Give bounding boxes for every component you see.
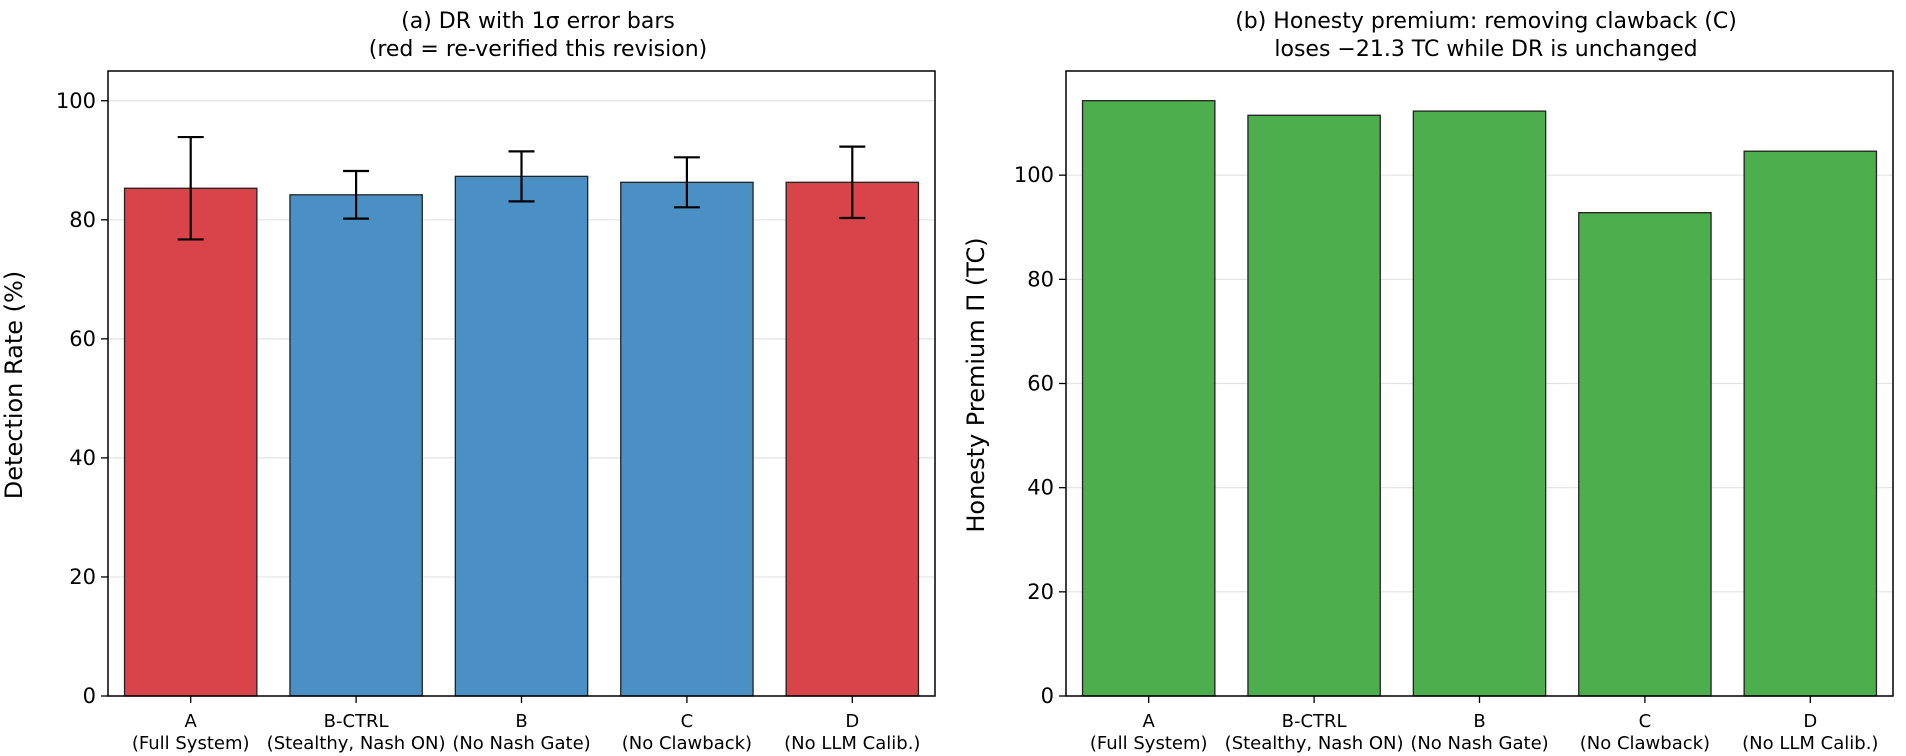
chart-b-x-tick-sublabel: (Full System): [1090, 733, 1208, 754]
chart-a-y-ticks: 0 20 40 60 80 100: [56, 89, 108, 708]
chart-b-bar: [1578, 212, 1712, 697]
chart-b-y-tick-label: 80: [1027, 267, 1054, 291]
chart-a-bars: [123, 175, 920, 697]
chart-a-y-tick-label: 80: [69, 208, 96, 232]
chart-a-bar: [123, 187, 258, 697]
chart-b-y-tick-label: 0: [1041, 684, 1054, 708]
chart-b-x-tick-sublabel: (No LLM Calib.): [1742, 733, 1878, 754]
chart-b-y-tick-label: 100: [1014, 163, 1054, 187]
chart-a-y-tick-label: 40: [69, 446, 96, 470]
chart-a-subtitle: (red = re-verified this revision): [369, 37, 708, 62]
chart-b-y-tick-label: 40: [1027, 476, 1054, 500]
chart-b-bar: [1412, 110, 1547, 697]
chart-b-x-tick-sublabel: (Stealthy, Nash ON): [1225, 733, 1404, 754]
chart-a-bar: [785, 181, 920, 697]
chart-b-x-ticks: A(Full System) B-CTRL(Stealthy, Nash ON) B…: [1090, 696, 1878, 754]
chart-b-y-axis-label: Honesty Premium Π (TC): [962, 237, 990, 532]
chart-a-x-tick-sublabel: (No Nash Gate): [452, 733, 590, 754]
chart-a-y-tick-label: 0: [83, 684, 96, 708]
chart-a-x-tick-label: C: [681, 711, 694, 732]
chart-b-subtitle: loses −21.3 TC while DR is unchanged: [1274, 37, 1697, 62]
chart-a-x-tick-label: A: [185, 711, 198, 732]
chart-a-x-tick-sublabel: (No Clawback): [622, 733, 752, 754]
chart-a-x-tick-label: B-CTRL: [324, 711, 389, 732]
chart-b-y-tick-label: 20: [1027, 580, 1054, 604]
chart-b-title: (b) Honesty premium: removing clawback (…: [1235, 9, 1737, 34]
chart-a-error-bar: [343, 169, 370, 220]
chart-a-y-tick-label: 60: [69, 327, 96, 351]
chart-a-x-tick-sublabel: (No LLM Calib.): [784, 733, 920, 754]
chart-a-x-tick-label: D: [845, 711, 859, 732]
chart-b-x-tick-sublabel: (No Nash Gate): [1410, 733, 1548, 754]
chart-b-y-tick-label: 60: [1027, 372, 1054, 396]
chart-a-bar: [289, 194, 423, 697]
chart-a-x-ticks: A(Full System) B-CTRL(Stealthy, Nash ON) B…: [132, 696, 920, 754]
chart-b-y-ticks: 0 20 40 60 80 100: [1014, 163, 1066, 708]
panel-b: (b) Honesty premium: removing clawback (…: [962, 9, 1894, 754]
chart-b-bar: [1743, 150, 1878, 697]
chart-a-x-tick-sublabel: (Stealthy, Nash ON): [267, 733, 446, 754]
chart-a-bar: [620, 181, 754, 697]
panel-a: (a) DR with 1σ error bars (red = re-veri…: [0, 9, 936, 754]
chart-a-y-tick-label: 20: [69, 565, 96, 589]
chart-b-x-tick-label: A: [1143, 711, 1156, 732]
chart-a-error-bar: [508, 150, 535, 203]
chart-a-x-tick-sublabel: (Full System): [132, 733, 250, 754]
chart-a-error-bar: [673, 156, 700, 209]
chart-b-x-tick-sublabel: (No Clawback): [1580, 733, 1710, 754]
chart-a-y-axis-label: Detection Rate (%): [0, 271, 28, 499]
chart-a-title: (a) DR with 1σ error bars: [401, 9, 675, 34]
chart-b-x-tick-label: B: [1473, 711, 1485, 732]
chart-b-x-tick-label: B-CTRL: [1282, 711, 1347, 732]
chart-a-error-bars: [177, 135, 866, 241]
chart-b-bar: [1081, 100, 1216, 697]
chart-b-x-tick-label: C: [1639, 711, 1652, 732]
chart-a-bar: [454, 175, 589, 697]
chart-a-y-tick-label: 100: [56, 89, 96, 113]
chart-b-bar: [1247, 114, 1381, 697]
chart-a-error-bar: [177, 135, 204, 241]
chart-b-x-tick-label: D: [1803, 711, 1817, 732]
chart-b-bars: [1081, 100, 1878, 697]
chart-a-error-bar: [839, 145, 866, 220]
chart-a-x-tick-label: B: [515, 711, 527, 732]
